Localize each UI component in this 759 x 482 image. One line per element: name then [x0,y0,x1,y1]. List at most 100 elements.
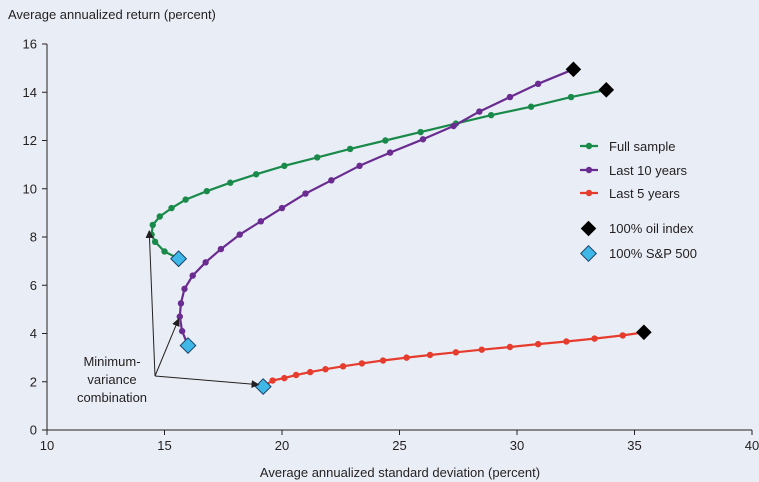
series-point-last-5-years-6 [339,363,347,370]
series-point-last-10-years-17 [476,108,483,115]
y-axis-label: Average annualized return (percent) [8,7,216,22]
series-point-last-10-years-5 [189,272,196,279]
series-point-last-5-years-9 [403,354,410,361]
legend-item-last-10-years: Last 10 years [580,163,688,178]
y-tick-label-10: 10 [23,181,37,196]
series-point-last-10-years-13 [356,162,363,170]
legend-dot-last-10-years [585,166,593,174]
series-point-last-5-years-12 [478,346,485,353]
y-tick-label-12: 12 [23,133,37,148]
legend-item-last-5-years: Last 5 years [580,186,680,201]
series-point-full-sample-13 [346,145,354,153]
marker-100-s-p-500-2 [254,378,272,396]
x-tick-label-30: 30 [510,438,524,453]
series-point-full-sample-5 [156,213,163,220]
series-point-full-sample-14 [382,137,389,144]
annotation-line-3: combination [77,390,147,405]
series-point-last-5-years-13 [506,343,514,351]
series-point-last-5-years-2 [281,374,288,382]
marker-layer [170,61,652,396]
series-point-last-5-years-17 [619,332,626,339]
legend-dot-last-5-years [585,189,593,197]
x-tick-label-35: 35 [627,438,641,453]
series-point-full-sample-8 [203,187,210,195]
series-point-last-5-years-15 [563,338,570,345]
series-point-last-5-years-8 [379,357,387,364]
series-point-full-sample-6 [168,204,175,212]
series-line-last-5-years [262,331,645,388]
x-tick-label-15: 15 [157,438,171,453]
legend-item-oil-index: 100% oil index [580,220,694,237]
series-point-last-10-years-9 [257,218,265,225]
legend-label-sp500: 100% S&P 500 [609,246,697,261]
series-point-last-10-years-2 [176,313,183,320]
annotation-arrow-1 [154,318,180,377]
series-point-last-10-years-14 [386,149,394,156]
series-point-full-sample-2 [151,238,159,246]
y-tick-label-4: 4 [30,326,37,341]
series-point-last-10-years-18 [506,93,514,101]
x-tick-label-10: 10 [40,438,54,453]
series-point-last-10-years-6 [202,259,209,266]
series-point-full-sample-15 [417,128,424,136]
y-tick-label-8: 8 [30,230,37,245]
legend: Full sample Last 10 years Last 5 years 1… [580,139,697,262]
annotation: Minimum- variance combination [77,229,260,405]
series-point-last-10-years-1 [178,327,186,335]
series-point-last-5-years-1 [269,377,276,384]
series-point-last-10-years-16 [450,122,457,130]
legend-marker-oil-index [580,220,597,237]
y-tick-label-2: 2 [30,374,37,389]
series-point-last-10-years-19 [534,80,542,88]
x-axis-label: Average annualized standard deviation (p… [260,465,540,480]
x-tick-label-25: 25 [392,438,406,453]
legend-label-last-10-years: Last 10 years [609,163,688,178]
series-point-last-10-years-7 [217,245,225,253]
marker-100-oil-index-2 [636,324,652,341]
series-point-full-sample-10 [252,171,260,178]
series-point-full-sample-7 [182,196,189,203]
series-point-last-10-years-10 [278,204,286,212]
legend-dot-full-sample [585,142,593,150]
series-point-last-5-years-5 [322,366,329,373]
marker-100-oil-index-1 [598,82,615,98]
x-tick-label-20: 20 [275,438,289,453]
series-point-last-10-years-3 [177,300,185,307]
series-point-last-10-years-12 [328,177,335,184]
legend-label-oil-index: 100% oil index [609,221,694,236]
series-point-full-sample-1 [161,248,168,255]
marker-100-oil-index-0 [565,61,582,78]
marker-100-s-p-500-1 [179,337,197,355]
series-layer [148,66,648,390]
series-point-last-5-years-14 [534,340,542,348]
annotation-arrow-2 [154,375,260,389]
series-point-full-sample-12 [314,154,321,161]
annotation-line-1: Minimum- [83,354,140,369]
legend-label-full-sample: Full sample [609,139,675,154]
series-point-last-5-years-4 [307,368,314,376]
series-point-last-10-years-11 [302,190,309,197]
series-point-last-5-years-16 [591,335,598,342]
x-tick-label-40: 40 [745,438,759,453]
legend-label-last-5-years: Last 5 years [609,186,680,201]
y-tick-label-16: 16 [23,37,37,52]
series-point-last-5-years-7 [358,360,366,367]
series-point-full-sample-11 [281,162,288,170]
annotation-line-2: variance [87,372,136,387]
axes: 0 2 4 6 8 10 12 14 16 10 15 20 25 30 35 40 [23,37,759,454]
series-point-last-5-years-11 [452,349,460,356]
series-point-full-sample-19 [567,93,575,101]
marker-100-s-p-500-0 [170,250,188,268]
series-point-full-sample-4 [149,221,156,229]
series-point-full-sample-9 [227,179,234,186]
series-point-full-sample-18 [527,103,535,110]
series-point-last-10-years-15 [419,136,427,143]
legend-item-full-sample: Full sample [580,139,675,154]
annotation-arrow-0 [145,229,156,377]
series-point-full-sample-17 [487,111,495,119]
legend-marker-sp500 [580,245,597,262]
series-point-last-10-years-8 [236,231,243,238]
series-line-full-sample [150,88,607,260]
y-tick-label-0: 0 [30,423,37,438]
